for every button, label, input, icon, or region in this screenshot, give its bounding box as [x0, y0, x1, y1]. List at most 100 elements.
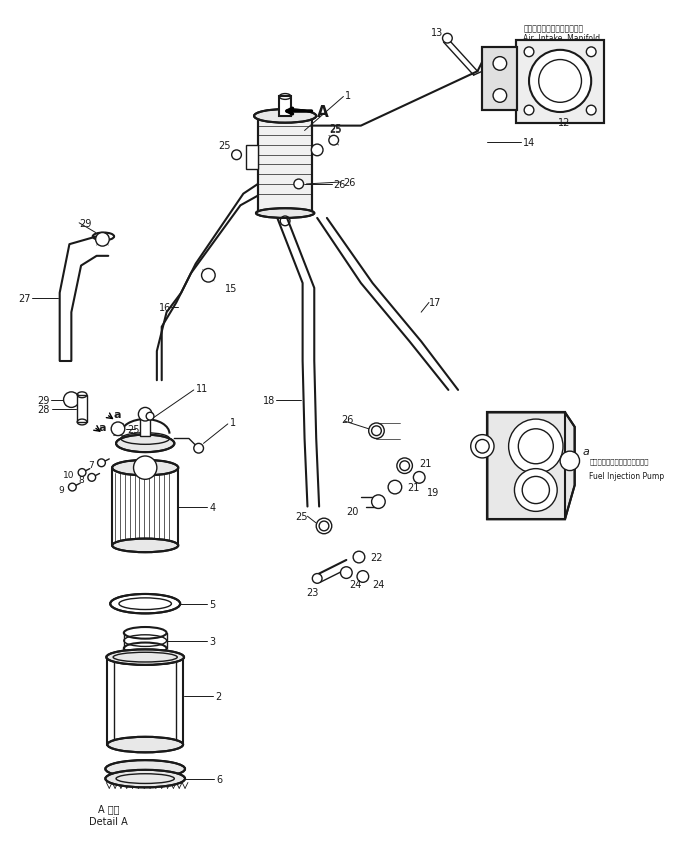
Text: 29: 29	[37, 395, 50, 405]
Ellipse shape	[112, 539, 178, 553]
Text: 25: 25	[219, 141, 231, 151]
Text: Detail A: Detail A	[89, 816, 128, 826]
Text: A: A	[317, 105, 329, 119]
Circle shape	[78, 469, 86, 477]
Text: 17: 17	[429, 298, 441, 308]
Circle shape	[371, 495, 385, 509]
Circle shape	[587, 106, 596, 116]
Circle shape	[369, 424, 384, 439]
Ellipse shape	[107, 737, 183, 753]
Circle shape	[312, 574, 322, 583]
Text: a: a	[583, 446, 589, 457]
Circle shape	[139, 408, 152, 421]
Bar	[258, 116, 312, 214]
Text: 11: 11	[196, 383, 208, 393]
Circle shape	[194, 444, 204, 453]
Text: A 詳細: A 詳細	[98, 803, 119, 813]
Text: 18: 18	[263, 395, 276, 405]
Text: 10: 10	[62, 470, 74, 479]
Circle shape	[524, 106, 534, 116]
Circle shape	[316, 518, 332, 534]
Text: 28: 28	[37, 405, 50, 415]
Circle shape	[98, 459, 105, 467]
Bar	[517, 41, 604, 123]
Ellipse shape	[107, 650, 184, 665]
Circle shape	[294, 180, 304, 190]
Text: 14: 14	[524, 138, 536, 148]
Circle shape	[64, 392, 79, 408]
Bar	[141, 417, 150, 436]
Text: 9: 9	[59, 485, 65, 494]
Ellipse shape	[105, 770, 185, 787]
Text: Air  Intake  Manifold: Air Intake Manifold	[524, 34, 600, 43]
Circle shape	[493, 89, 507, 103]
Circle shape	[146, 413, 154, 420]
Circle shape	[134, 457, 157, 479]
Circle shape	[560, 452, 580, 471]
Text: 23: 23	[306, 587, 318, 598]
Text: 5: 5	[209, 599, 215, 609]
Circle shape	[397, 458, 412, 474]
Circle shape	[524, 48, 534, 57]
Text: 29: 29	[79, 219, 92, 229]
Bar	[258, 116, 312, 214]
Text: 15: 15	[225, 284, 237, 294]
Bar	[77, 395, 87, 423]
Bar	[517, 41, 604, 123]
Circle shape	[96, 233, 109, 246]
Circle shape	[312, 145, 323, 156]
Circle shape	[443, 35, 452, 44]
Ellipse shape	[116, 436, 175, 452]
Circle shape	[493, 57, 507, 71]
Text: 26: 26	[333, 180, 346, 190]
Bar	[279, 97, 291, 116]
Polygon shape	[488, 413, 574, 520]
Text: 26: 26	[344, 178, 356, 187]
Circle shape	[202, 269, 215, 283]
Text: a: a	[98, 422, 106, 432]
Text: 19: 19	[427, 487, 439, 497]
Text: 27: 27	[18, 293, 31, 303]
Circle shape	[357, 571, 369, 582]
Bar	[488, 413, 565, 520]
Text: エアーインテークマニホルド: エアーインテークマニホルド	[524, 24, 583, 33]
Text: 12: 12	[558, 117, 570, 127]
Text: 21: 21	[407, 483, 420, 493]
Text: 26: 26	[342, 414, 354, 425]
Text: フェルインジェクションポンプ: フェルインジェクションポンプ	[589, 458, 648, 464]
Text: 2: 2	[215, 691, 221, 701]
Text: 8: 8	[78, 475, 84, 484]
Circle shape	[414, 472, 425, 484]
Circle shape	[353, 552, 365, 563]
Circle shape	[529, 51, 591, 113]
Text: 20: 20	[346, 506, 359, 517]
Bar	[482, 48, 517, 111]
Bar	[482, 48, 517, 111]
Text: a: a	[113, 409, 121, 419]
Text: 4: 4	[209, 502, 215, 512]
Bar	[246, 146, 258, 170]
Circle shape	[515, 469, 557, 511]
Text: 1: 1	[346, 90, 352, 100]
Bar	[488, 413, 565, 520]
Circle shape	[388, 481, 402, 495]
Ellipse shape	[256, 209, 314, 219]
Ellipse shape	[105, 760, 185, 777]
Circle shape	[509, 419, 563, 474]
Text: Fuel Injection Pump: Fuel Injection Pump	[589, 471, 664, 480]
Text: 24: 24	[373, 580, 385, 590]
Circle shape	[88, 474, 96, 482]
Text: 22: 22	[371, 552, 383, 562]
Ellipse shape	[110, 594, 180, 614]
Text: 3: 3	[209, 636, 215, 646]
Circle shape	[111, 423, 125, 436]
Text: 1: 1	[230, 418, 236, 427]
Circle shape	[69, 484, 76, 491]
Circle shape	[340, 567, 352, 579]
Text: 25: 25	[329, 124, 342, 134]
Ellipse shape	[254, 110, 316, 123]
Circle shape	[232, 151, 242, 160]
Text: 25: 25	[295, 511, 308, 522]
Text: 24: 24	[349, 580, 362, 590]
Text: 13: 13	[430, 29, 443, 38]
